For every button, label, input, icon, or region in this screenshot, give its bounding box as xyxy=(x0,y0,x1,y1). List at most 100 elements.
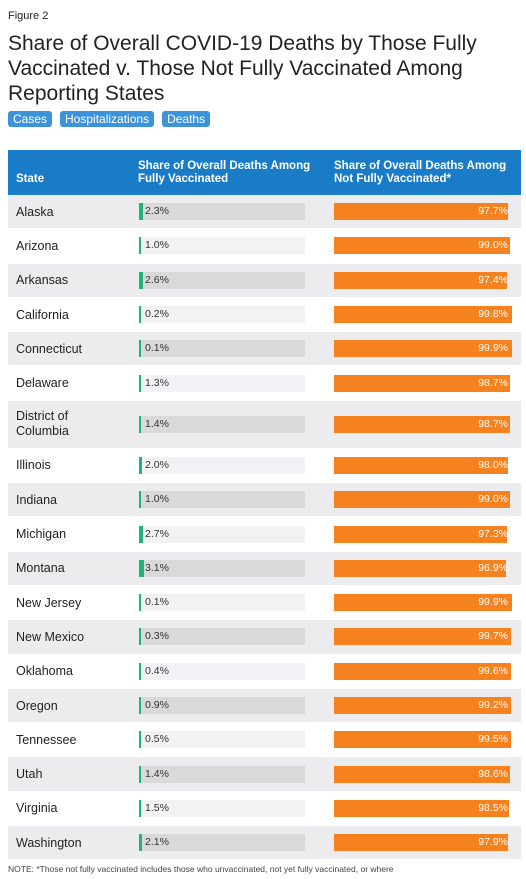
state-cell: California xyxy=(16,307,69,322)
vaccinated-cell: 3.1% xyxy=(130,552,320,585)
bar-track: 0.4% xyxy=(139,662,305,680)
not-vaccinated-cell: 98.6% xyxy=(320,757,521,790)
value-label: 2.3% xyxy=(145,205,169,218)
state-cell: Tennessee xyxy=(16,732,77,747)
value-label: 1.5% xyxy=(145,801,169,814)
bar xyxy=(334,697,511,714)
value-label: 97.9% xyxy=(478,836,508,849)
bar-track: 2.0% xyxy=(139,456,305,474)
state-cell: Alaska xyxy=(16,204,54,219)
bar xyxy=(334,525,508,543)
bar xyxy=(139,237,141,255)
vaccinated-cell: 0.2% xyxy=(130,298,320,331)
bar-track: 0.9% xyxy=(139,697,305,714)
table-row: Illinois 2.0% 98.0% xyxy=(8,449,521,484)
not-vaccinated-cell: 97.7% xyxy=(320,195,521,228)
bar-track: 1.4% xyxy=(139,765,305,783)
bar-track: 0.1% xyxy=(139,340,305,358)
table-row: Indiana 1.0% 99.0% xyxy=(8,483,521,518)
not-vaccinated-cell: 97.4% xyxy=(320,264,521,297)
state-cell: District of Columbia xyxy=(16,409,69,439)
title: Share of Overall COVID-19 Deaths by Thos… xyxy=(8,32,477,105)
bar xyxy=(139,203,143,221)
column-header: Share of Overall Deaths Among Fully Vacc… xyxy=(138,160,311,185)
vaccinated-cell: 1.0% xyxy=(130,229,320,262)
state-cell: Virginia xyxy=(16,801,58,816)
bar-track: 99.5% xyxy=(334,731,512,749)
value-label: 0.1% xyxy=(145,596,169,609)
bar-track: 97.4% xyxy=(334,271,512,289)
value-label: 2.7% xyxy=(145,527,169,540)
state-cell: Oklahoma xyxy=(16,664,73,679)
state-cell: New Mexico xyxy=(16,629,85,644)
value-label: 99.8% xyxy=(478,308,508,321)
bar xyxy=(334,765,510,783)
bar-track: 97.3% xyxy=(334,525,512,543)
bar xyxy=(139,525,144,543)
value-label: 1.3% xyxy=(145,376,169,389)
not-vaccinated-cell: 99.8% xyxy=(320,298,521,331)
value-label: 99.0% xyxy=(478,239,508,252)
bar-track: 99.9% xyxy=(334,340,512,358)
table-row: Arizona 1.0% 99.0% xyxy=(8,229,521,264)
not-vaccinated-cell: 99.5% xyxy=(320,723,521,756)
bar-track: 99.0% xyxy=(334,237,512,255)
bar xyxy=(139,834,143,852)
state-cell: Washington xyxy=(16,835,82,850)
value-label: 0.5% xyxy=(145,733,169,746)
state-cell: Oregon xyxy=(16,698,58,713)
vaccinated-cell: 1.3% xyxy=(130,366,320,399)
state-cell: Illinois xyxy=(16,458,51,473)
bar-track: 99.9% xyxy=(334,594,512,612)
value-label: 98.7% xyxy=(478,376,508,389)
bar xyxy=(334,834,509,852)
bar xyxy=(334,306,512,324)
bar-track: 99.7% xyxy=(334,628,512,646)
bar-track: 0.1% xyxy=(139,594,305,612)
bar-track: 98.6% xyxy=(334,765,512,783)
tab[interactable]: Deaths xyxy=(162,111,211,127)
bar xyxy=(139,662,141,680)
value-label: 98.6% xyxy=(478,767,508,780)
value-label: 0.1% xyxy=(145,342,169,355)
value-label: 98.0% xyxy=(478,458,508,471)
value-label: 98.7% xyxy=(478,417,508,430)
value-label: 1.0% xyxy=(145,493,169,506)
not-vaccinated-cell: 98.0% xyxy=(320,449,521,482)
table-body: Alaska 2.3% 97.7% Arizona 1.0% 99.0% Arkansas 2… xyxy=(8,195,521,861)
bar xyxy=(139,374,142,392)
bar-track: 1.5% xyxy=(139,799,305,817)
vaccinated-cell: 1.4% xyxy=(130,757,320,790)
bar-track: 98.7% xyxy=(334,415,512,433)
table-row: Connecticut 0.1% 99.9% xyxy=(8,332,521,367)
table-row: Tennessee 0.5% 99.5% xyxy=(8,723,521,758)
vaccinated-cell: 1.0% xyxy=(130,483,320,516)
bar xyxy=(334,491,511,509)
bar-track: 98.7% xyxy=(334,374,512,392)
bar xyxy=(334,456,509,474)
header-row: State Share of Overall Deaths Among Full… xyxy=(8,150,521,195)
bar xyxy=(139,340,141,358)
column-header: State xyxy=(16,173,45,185)
value-label: 96.9% xyxy=(478,561,508,574)
not-vaccinated-cell: 96.9% xyxy=(320,552,521,585)
table-row: New Jersey 0.1% 99.9% xyxy=(8,586,521,621)
vaccinated-cell: 2.7% xyxy=(130,517,320,550)
bar-track: 0.3% xyxy=(139,628,305,646)
bar xyxy=(334,415,510,433)
value-label: 2.0% xyxy=(145,458,169,471)
value-label: 1.4% xyxy=(145,767,169,780)
tab[interactable]: Cases xyxy=(8,111,53,127)
bar xyxy=(334,271,508,289)
table-row: Utah 1.4% 98.6% xyxy=(8,757,521,792)
state-cell: Arizona xyxy=(16,238,59,253)
bar-track: 99.8% xyxy=(334,306,512,324)
value-label: 0.4% xyxy=(145,664,169,677)
not-vaccinated-cell: 99.6% xyxy=(320,655,521,688)
tab[interactable]: Hospitalizations xyxy=(60,111,155,127)
vaccinated-cell: 0.1% xyxy=(130,332,320,365)
bar-track: 1.0% xyxy=(139,237,305,255)
value-label: 97.4% xyxy=(478,273,508,286)
bar xyxy=(334,799,510,817)
not-vaccinated-cell: 99.2% xyxy=(320,689,521,722)
